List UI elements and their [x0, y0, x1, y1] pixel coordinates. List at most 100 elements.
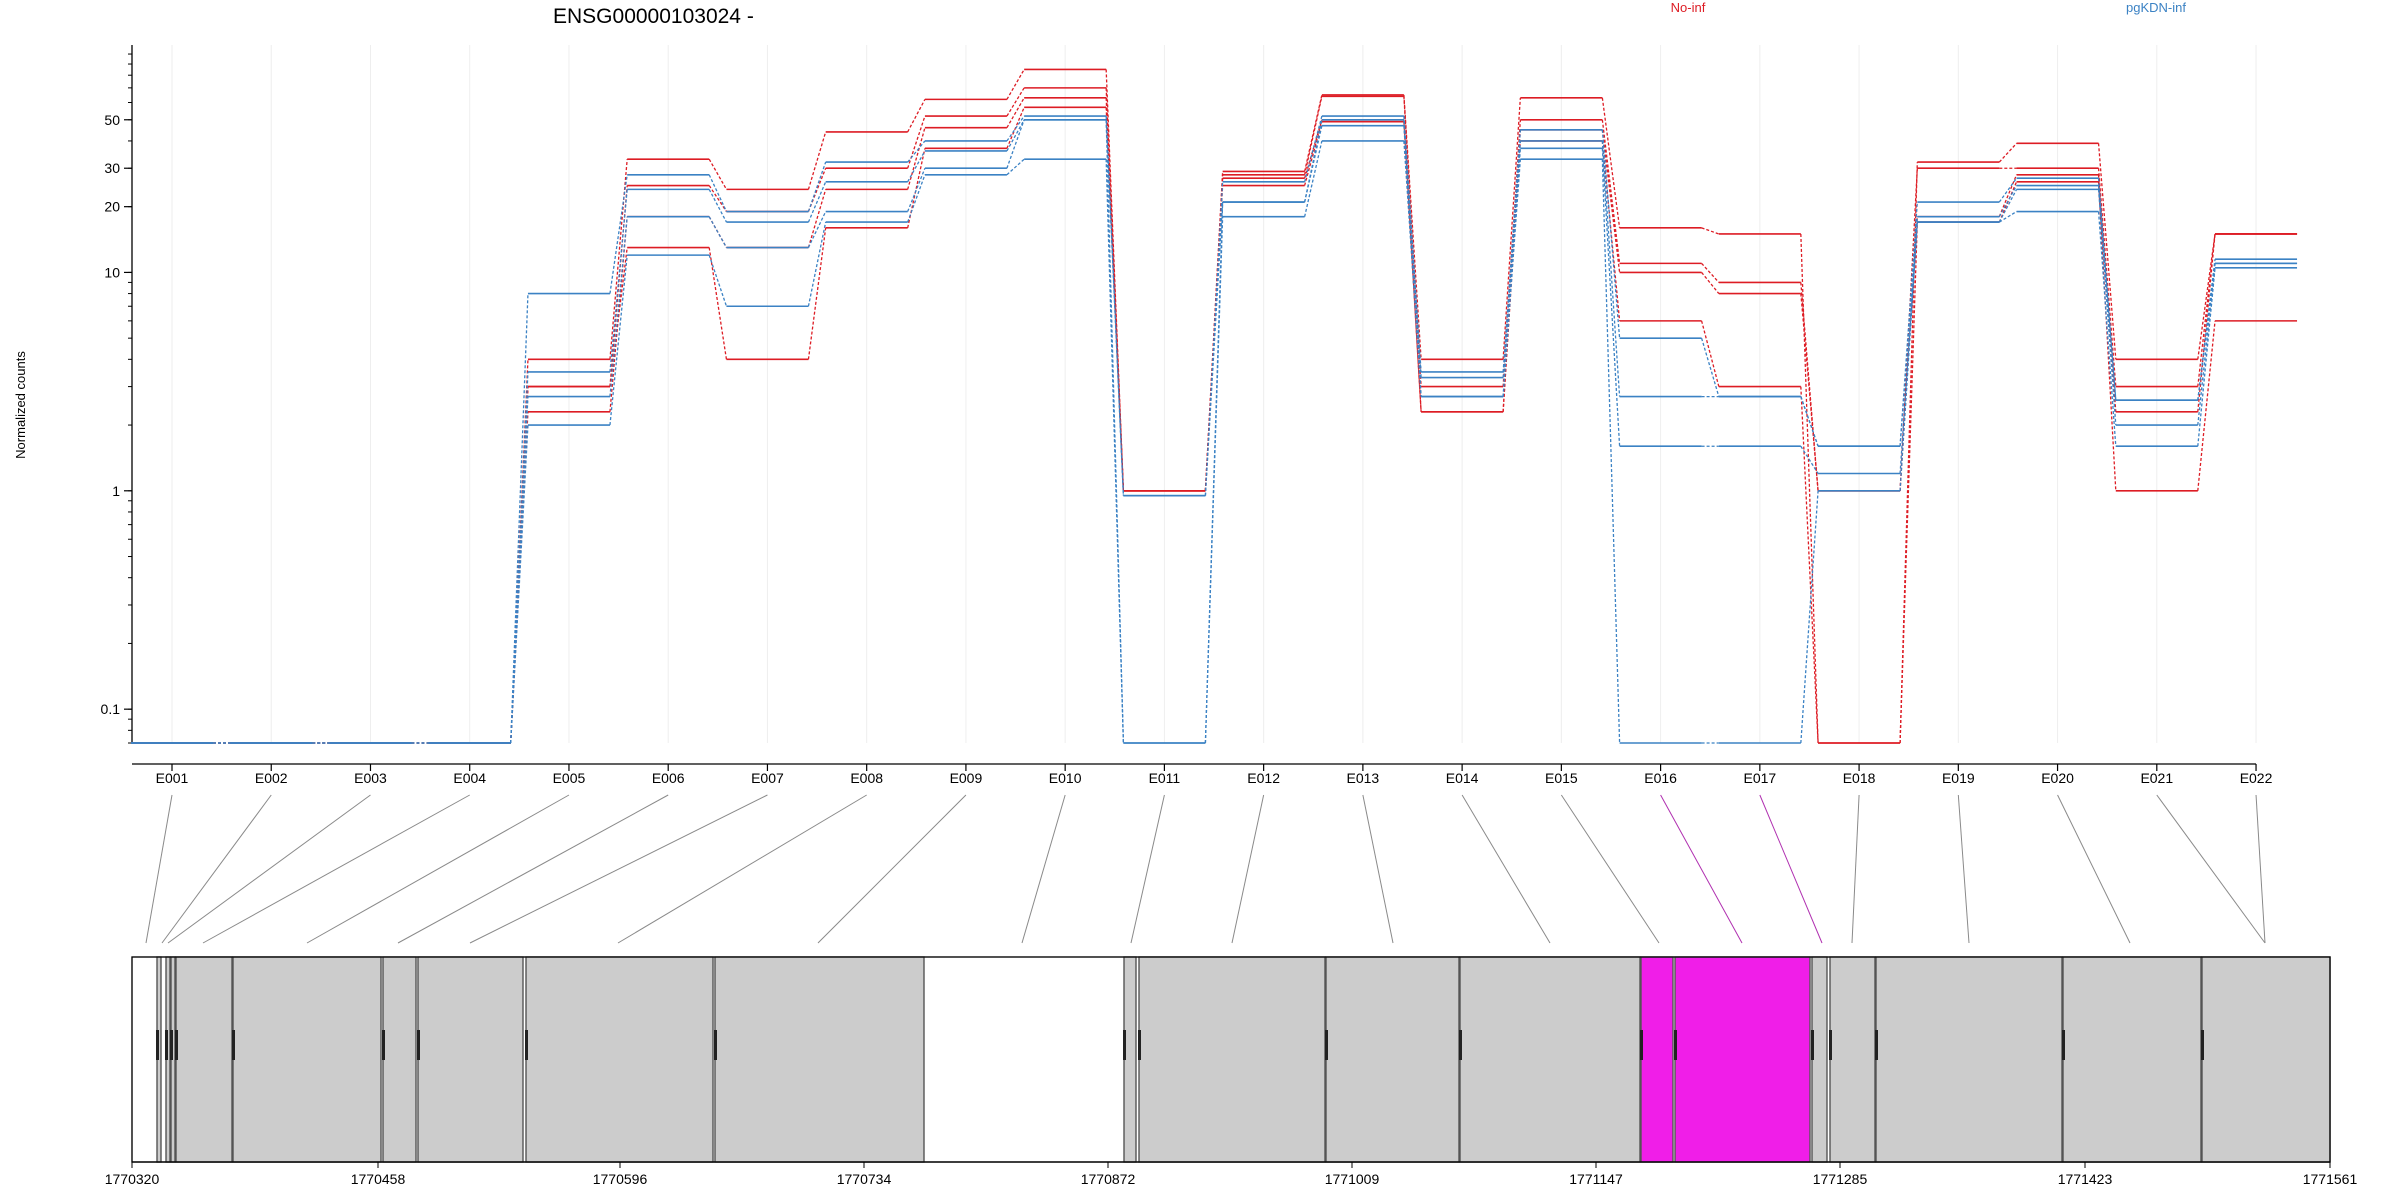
coord-tick-label: 1771285: [1813, 1171, 1868, 1187]
connector-e009: [817, 794, 967, 944]
x-tick-label-e001: E001: [156, 770, 189, 786]
connector-e019: [1957, 794, 1970, 944]
x-tick-label-e019: E019: [1942, 770, 1975, 786]
series-transition: [1800, 233, 1819, 744]
series-transition: [2097, 211, 2117, 447]
coord-tick-label: 1770734: [837, 1171, 892, 1187]
series-transition: [2097, 143, 2117, 360]
series-no-inf-2: [131, 97, 2298, 744]
connector-e001: [145, 794, 173, 944]
series-transition: [1800, 386, 1819, 744]
series-no-inf-0: [131, 68, 2298, 744]
x-tick-label-e015: E015: [1545, 770, 1578, 786]
series-transition: [1998, 189, 2018, 223]
x-tick-label-e016: E016: [1644, 770, 1677, 786]
series-transition: [708, 247, 728, 360]
intron-marker: [175, 1030, 178, 1060]
connector-e018: [1851, 794, 1860, 944]
series-transition: [1601, 119, 1621, 264]
connector-e011: [1130, 794, 1165, 944]
intron-marker: [1325, 1030, 1328, 1060]
y-tick-label: 0.1: [101, 701, 121, 717]
series-transition: [1006, 69, 1025, 100]
series-transition: [1601, 140, 1621, 397]
series-pgkdn-inf-6: [131, 118, 2298, 744]
series-transition: [807, 227, 827, 360]
series-transition: [1105, 119, 1125, 496]
series-transition: [1105, 159, 1125, 744]
x-tick-label-e022: E022: [2240, 770, 2273, 786]
x-tick-label-e012: E012: [1247, 770, 1280, 786]
intron-marker: [156, 1030, 159, 1060]
series-transition: [1899, 216, 1918, 447]
series-transition: [1800, 293, 1819, 491]
exon-box: [1459, 956, 1641, 1163]
coord-tick-label: 1771009: [1325, 1171, 1380, 1187]
connector-e008: [617, 794, 867, 944]
series-transition: [1006, 158, 1025, 176]
series-transition: [1304, 94, 1323, 172]
exon-box: [382, 956, 417, 1163]
series-transition: [1304, 115, 1323, 182]
series-transition: [907, 167, 926, 212]
series-transition: [1998, 185, 2018, 217]
series-transition: [907, 148, 926, 228]
series-transition: [1701, 262, 1720, 283]
y-tick-label: 30: [104, 160, 120, 176]
series-transition: [1502, 97, 1522, 360]
x-tick-label-e007: E007: [751, 770, 784, 786]
exon-box: [1325, 956, 1460, 1163]
series-transition: [1403, 119, 1422, 378]
gene-model: 1770320 1770458 1770596 1770734 1770872 17710…: [105, 956, 2357, 1187]
series-transition: [510, 425, 529, 744]
series-transition: [1800, 396, 1819, 447]
series-transition: [907, 140, 926, 163]
title-layer: ENSG00000103024 - No-inf pgKDN-inf Norma…: [13, 0, 2186, 459]
series-transition: [907, 127, 926, 190]
series-transition: [708, 158, 728, 190]
intron-marker: [170, 1030, 173, 1060]
exon-box: [175, 956, 233, 1163]
series-transition: [1701, 272, 1720, 294]
series-transition: [1304, 96, 1323, 175]
series-transition: [1601, 159, 1621, 744]
series-transition: [2197, 320, 2216, 491]
series-transition: [1800, 445, 1819, 474]
series-layer: [131, 68, 2298, 744]
series-transition: [2197, 233, 2216, 412]
series-transition: [907, 150, 926, 183]
x-tick-label-e014: E014: [1446, 770, 1479, 786]
series-transition: [1403, 140, 1422, 397]
x-tick-label-e009: E009: [950, 770, 983, 786]
exon-box: [232, 956, 382, 1163]
coord-tick-label: 1770458: [351, 1171, 406, 1187]
series-pgkdn-inf-4: [131, 115, 2298, 744]
x-tick-label-e020: E020: [2041, 770, 2074, 786]
connector-e005: [306, 794, 570, 944]
series-transition: [1700, 320, 1720, 387]
series-transition: [1006, 97, 1025, 129]
coord-tick-label: 1770320: [105, 1171, 160, 1187]
connector-e013: [1362, 794, 1394, 944]
connector-e006: [397, 794, 669, 944]
x-tick-label-e011: E011: [1149, 770, 1181, 786]
legend-item-pgkdn-inf: pgKDN-inf: [2126, 0, 2186, 15]
x-tick-label-e006: E006: [652, 770, 685, 786]
series-transition: [708, 216, 728, 248]
series-transition: [1204, 202, 1224, 496]
connector-e015: [1560, 794, 1660, 944]
series-transition: [1601, 129, 1621, 339]
intron-marker: [1459, 1030, 1462, 1060]
series-transition: [1006, 115, 1025, 142]
intron-marker: [714, 1030, 717, 1060]
intron-marker: [1138, 1030, 1141, 1060]
exon-box: [1811, 956, 1828, 1163]
connector-e020: [2057, 794, 2131, 944]
exon-box: [1674, 956, 1811, 1163]
x-tick-label-e003: E003: [354, 770, 387, 786]
series-transition: [609, 174, 628, 294]
exon-box: [2062, 956, 2202, 1163]
series-transition: [1304, 140, 1323, 217]
series-transition: [807, 189, 827, 248]
series-transition: [907, 99, 926, 133]
